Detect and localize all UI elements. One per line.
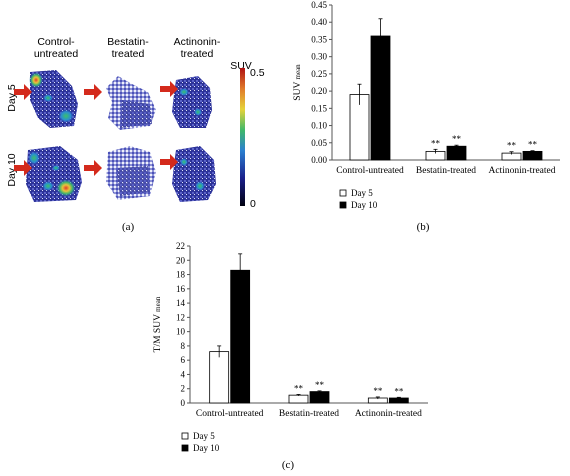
x-category-label: Bestatin-treated — [279, 409, 339, 419]
legend-label: Day 10 — [351, 200, 378, 210]
legend-swatch — [339, 189, 347, 197]
significance-marker: ** — [294, 383, 304, 393]
significance-marker: ** — [373, 386, 383, 396]
y-tick-label: 0.20 — [311, 86, 327, 96]
bar — [522, 150, 543, 161]
bar — [370, 35, 391, 161]
significance-marker: ** — [394, 386, 404, 396]
scan-control-day10 — [26, 146, 82, 202]
column-header-bestatin: Bestatin-treated — [107, 36, 149, 60]
y-tick-label: 8 — [181, 341, 186, 351]
y-tick-label: 0.15 — [311, 103, 327, 113]
y-tick-label: 16 — [176, 284, 186, 294]
colorbar-title: SUV — [230, 60, 252, 72]
arrow-control-day5 — [14, 84, 32, 100]
significance-marker: ** — [315, 380, 325, 390]
y-tick-label: 18 — [176, 270, 186, 280]
y-axis-label: T/M SUV mean — [153, 296, 163, 352]
y-axis-label: SUV mean — [293, 64, 303, 101]
bar — [288, 394, 309, 404]
x-category-label: Bestatin-treated — [416, 166, 476, 176]
colorbar — [240, 68, 245, 206]
scan-bestatin-day5 — [106, 76, 156, 130]
bar — [388, 397, 409, 404]
colorbar-max-label: 0.5 — [250, 67, 265, 79]
significance-marker: ** — [528, 140, 538, 150]
y-tick-label: 0 — [181, 398, 186, 408]
y-tick-label: 2 — [181, 384, 186, 394]
y-tick-label: 4 — [181, 369, 186, 379]
legend-label: Day 10 — [193, 443, 220, 453]
x-category-label: Actinonin-treated — [355, 409, 422, 419]
y-tick-label: 0.30 — [311, 52, 327, 62]
arrow-bestatin-day5 — [84, 84, 102, 100]
bar — [209, 351, 230, 404]
scan-actinonin-day10 — [172, 146, 216, 202]
panel-label-a: (a) — [122, 221, 135, 233]
chart-b: 0.00 0.05 0.10 0.15 0.20 0.25 0.30 0.35 0.40 0.45… — [293, 0, 560, 233]
y-tick-label: 0.45 — [311, 0, 327, 10]
column-header-actinonin: Actinonin-treated — [173, 36, 221, 60]
chart-c: 0 2 4 6 8 10 12 14 16 18 20 22 T/M SUV mean Control-u… — [153, 241, 428, 471]
colorbar-min-label: 0 — [250, 198, 256, 210]
panel-label: (b) — [417, 221, 430, 233]
arrow-actinonin-day5 — [160, 81, 178, 97]
x-category-label: Actinonin-treated — [488, 166, 555, 176]
legend-swatch — [181, 432, 189, 440]
column-header-control: Control-untreated — [33, 36, 79, 60]
significance-marker: ** — [431, 138, 441, 148]
bar — [230, 269, 251, 404]
arrow-actinonin-day10 — [160, 154, 178, 170]
arrow-bestatin-day10 — [84, 160, 102, 176]
scan-bestatin-day10 — [106, 146, 156, 200]
significance-marker: ** — [452, 134, 462, 144]
y-tick-label: 0.00 — [311, 155, 327, 165]
y-tick-label: 6 — [181, 355, 186, 365]
scan-actinonin-day5 — [172, 76, 212, 128]
y-tick-label: 0.25 — [311, 69, 327, 79]
y-tick-label: 10 — [176, 327, 186, 337]
y-tick-label: 12 — [176, 312, 185, 322]
arrows — [14, 81, 178, 176]
y-tick-label: 0.05 — [311, 138, 327, 148]
scan-images — [14, 68, 245, 206]
arrow-control-day10 — [14, 160, 32, 176]
y-tick-label: 0.10 — [311, 121, 327, 131]
bar — [446, 145, 467, 161]
bar — [309, 391, 330, 404]
legend-label: Day 5 — [193, 431, 215, 441]
legend-swatch — [339, 201, 347, 209]
scan-control-day5 — [29, 70, 78, 128]
significance-marker: ** — [507, 141, 517, 151]
y-tick-label: 14 — [176, 298, 186, 308]
y-tick-label: 0.40 — [311, 17, 327, 27]
x-category-label: Control-untreated — [196, 409, 264, 419]
legend-swatch — [181, 444, 189, 452]
x-category-label: Control-untreated — [336, 166, 404, 176]
y-tick-label: 22 — [176, 241, 185, 251]
legend-label: Day 5 — [351, 188, 373, 198]
y-tick-label: 0.35 — [311, 34, 327, 44]
panel-label: (c) — [282, 459, 295, 471]
y-tick-label: 20 — [176, 255, 186, 265]
